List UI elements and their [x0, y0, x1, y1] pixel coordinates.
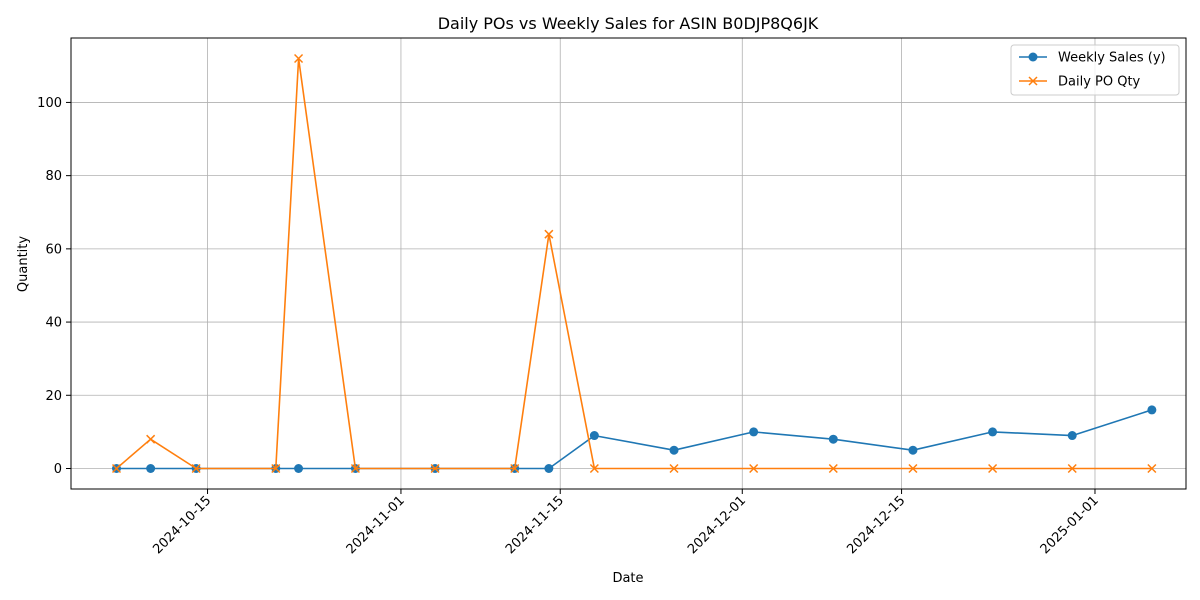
legend-label: Weekly Sales (y)	[1058, 51, 1166, 66]
data-point	[988, 463, 998, 474]
x-tick-label: 2024-10-15	[150, 493, 214, 557]
plot-frame	[70, 37, 1187, 490]
data-point	[191, 463, 201, 474]
y-tick-label: 20	[45, 389, 62, 404]
data-point	[146, 434, 156, 444]
data-point	[350, 463, 360, 474]
chart-title: Daily POs vs Weekly Sales for ASIN B0DJP…	[438, 14, 819, 33]
data-point	[271, 463, 281, 474]
series-2	[111, 53, 1157, 474]
data-point	[1067, 463, 1077, 474]
data-point	[1067, 431, 1077, 441]
data-point	[1147, 405, 1157, 415]
data-point	[669, 463, 679, 474]
legend-label: Daily PO Qty	[1058, 75, 1141, 90]
x-tick-label: 2024-11-01	[344, 493, 408, 557]
data-point	[544, 229, 554, 239]
x-tick-label: 2024-12-01	[685, 493, 749, 557]
data-point	[988, 427, 998, 437]
y-tick-label: 80	[45, 169, 62, 184]
data-point	[669, 445, 679, 455]
x-axis-label: Date	[612, 571, 643, 586]
legend: Weekly Sales (y) Daily PO Qty	[1010, 44, 1180, 96]
series-1	[112, 405, 1157, 473]
data-point	[146, 464, 156, 473]
y-axis-label: Quantity	[16, 236, 31, 292]
grid	[71, 38, 1186, 489]
y-tick-label: 40	[45, 316, 62, 331]
data-point	[510, 463, 520, 474]
data-point	[908, 445, 918, 455]
data-point	[749, 427, 759, 437]
data-point	[589, 431, 599, 441]
y-axis: 0 20 40 60 80 100	[37, 96, 71, 477]
data-point	[1147, 463, 1157, 474]
data-point	[749, 463, 759, 474]
series-line	[115, 57, 1152, 470]
data-point	[828, 463, 838, 474]
legend-box	[1010, 44, 1180, 96]
data-point	[908, 463, 918, 474]
data-point	[294, 53, 304, 64]
data-point	[111, 463, 122, 474]
data-point	[589, 463, 599, 474]
y-tick-label: 100	[37, 96, 62, 111]
series-line	[116, 409, 1153, 470]
data-point	[430, 463, 440, 474]
y-tick-label: 60	[45, 242, 62, 257]
x-tick-label: 2025-01-01	[1038, 493, 1102, 557]
legend-marker	[1028, 52, 1038, 62]
y-tick-label: 0	[54, 462, 62, 477]
data-point	[828, 434, 838, 444]
x-axis: 2024-10-15 2024-11-01 2024-11-15 2024-12-01…	[150, 489, 1102, 557]
x-tick-label: 2024-11-15	[503, 493, 567, 557]
x-tick-label: 2024-12-15	[844, 493, 908, 557]
series-layer	[111, 53, 1157, 474]
legend-marker	[1028, 76, 1038, 86]
data-point	[294, 464, 304, 473]
data-point	[544, 464, 554, 473]
